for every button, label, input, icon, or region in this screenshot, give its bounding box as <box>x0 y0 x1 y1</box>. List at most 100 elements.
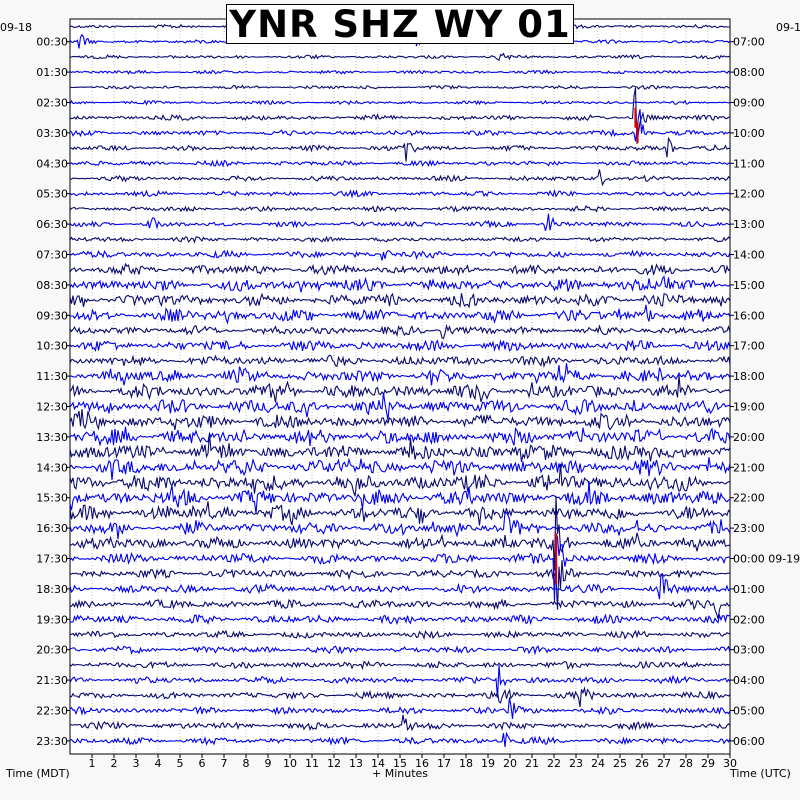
trace-line <box>69 645 731 656</box>
left-axis-title: Time (MDT) <box>6 767 70 780</box>
trace-line <box>69 559 730 610</box>
trace-line <box>69 69 731 75</box>
right-tick-label: 16:00 <box>733 309 765 322</box>
left-tick-label: 16:30 <box>36 522 68 535</box>
trace-line <box>69 275 731 293</box>
x-axis-title: + Minutes <box>372 767 429 780</box>
right-axis-ticks: 07:00 08:00 09:00 10:00 11:00 12:00 13:00 14:00… <box>730 36 800 748</box>
trace-line <box>69 392 731 421</box>
x-tick-label: 20 <box>503 757 517 770</box>
left-tick-label: 15:30 <box>36 492 68 505</box>
x-tick-label: 6 <box>199 757 206 770</box>
x-tick-label: 21 <box>525 757 539 770</box>
right-tick-label: 23:00 <box>733 522 765 535</box>
trace-line <box>69 323 731 340</box>
trace-line <box>69 292 731 309</box>
right-tick-label: 00:00 09-19 <box>733 553 800 566</box>
trace-line <box>69 84 731 90</box>
left-tick-label: 06:30 <box>36 218 68 231</box>
trace-line <box>69 249 731 261</box>
left-tick-label: 10:30 <box>36 340 68 353</box>
trace-line <box>69 235 731 244</box>
left-tick-label: 14:30 <box>36 461 68 474</box>
x-tick-label: 4 <box>155 757 162 770</box>
left-tick-label: 07:30 <box>36 249 68 262</box>
right-tick-label: 12:00 <box>733 188 765 201</box>
left-tick-label: 08:30 <box>36 279 68 292</box>
trace-line <box>69 52 731 62</box>
right-tick-label: 02:00 <box>733 613 765 626</box>
right-tick-label: 08:00 <box>733 66 765 79</box>
x-tick-label: 25 <box>613 757 627 770</box>
trace-line <box>69 87 731 144</box>
left-tick-label: 09:30 <box>36 309 68 322</box>
trace-line <box>69 354 731 369</box>
trace-line <box>69 463 731 497</box>
x-tick-label: 2 <box>111 757 118 770</box>
left-tick-label: 13:30 <box>36 431 68 444</box>
trace-line <box>69 686 731 708</box>
left-tick-label: 05:30 <box>36 188 68 201</box>
trace-line <box>69 375 731 403</box>
x-tick-label: 8 <box>243 757 250 770</box>
trace-line <box>69 205 731 213</box>
trace-line <box>69 363 731 386</box>
trace-line <box>69 304 731 325</box>
trace-line <box>69 213 731 231</box>
seismic-traces <box>69 23 731 747</box>
x-tick-label: 7 <box>221 757 228 770</box>
trace-line <box>69 731 731 747</box>
x-tick-label: 10 <box>283 757 297 770</box>
trace-line <box>69 408 731 431</box>
trace-line <box>69 697 731 719</box>
left-tick-label: 18:30 <box>36 583 68 596</box>
trace-line <box>69 426 731 447</box>
chart-title: YNR SHZ WY 01 <box>226 3 574 46</box>
trace-line <box>69 714 731 732</box>
date-left-label: 09-18 <box>0 21 32 34</box>
left-tick-label: 01:30 <box>36 66 68 79</box>
trace-line <box>69 109 731 142</box>
left-tick-label: 12:30 <box>36 401 68 414</box>
left-tick-label: 02:30 <box>36 97 68 110</box>
x-tick-label: 3 <box>133 757 140 770</box>
trace-line <box>70 495 731 571</box>
x-axis-ticks: 1 2 3 4 5 6 7 8 9 10 11 12 13 14 15 16 17 18 19 20 21 22 23 24 2… <box>89 754 737 770</box>
trace-line <box>69 457 731 481</box>
x-tick-label: 15 <box>393 757 407 770</box>
trace-line <box>69 511 731 540</box>
right-tick-label: 22:00 <box>733 492 765 505</box>
x-tick-label: 24 <box>591 757 605 770</box>
right-tick-label: 14:00 <box>733 249 765 262</box>
right-tick-label: 06:00 <box>733 735 765 748</box>
left-tick-label: 04:30 <box>36 157 68 170</box>
trace-line <box>69 598 731 619</box>
right-tick-label: 18:00 <box>733 370 765 383</box>
left-tick-label: 19:30 <box>36 613 68 626</box>
x-tick-label: 28 <box>679 757 693 770</box>
left-tick-label: 03:30 <box>36 127 68 140</box>
trace-line <box>69 613 731 626</box>
x-tick-label: 5 <box>177 757 184 770</box>
x-tick-label: 16 <box>415 757 429 770</box>
left-tick-label: 00:30 <box>36 36 68 49</box>
right-tick-label: 07:00 <box>733 36 765 49</box>
trace-line <box>69 665 731 698</box>
trace-line <box>69 339 731 353</box>
trace-line <box>70 629 731 641</box>
trace-line <box>69 169 731 187</box>
x-tick-label: 11 <box>305 757 319 770</box>
trace-line <box>69 188 731 199</box>
left-axis-ticks: 00:30 01:30 02:30 03:30 04:30 05:30 06:30 07:30… <box>36 36 70 748</box>
right-tick-label: 13:00 <box>733 218 765 231</box>
x-tick-label: 29 <box>701 757 715 770</box>
right-tick-label: 04:00 <box>733 674 765 687</box>
right-tick-label: 21:00 <box>733 461 765 474</box>
x-tick-label: 13 <box>349 757 363 770</box>
x-tick-label: 30 <box>723 757 737 770</box>
trace-line <box>69 99 731 106</box>
right-tick-label: 10:00 <box>733 127 765 140</box>
x-tick-label: 18 <box>459 757 473 770</box>
x-tick-label: 26 <box>635 757 649 770</box>
trace-line <box>69 159 731 168</box>
